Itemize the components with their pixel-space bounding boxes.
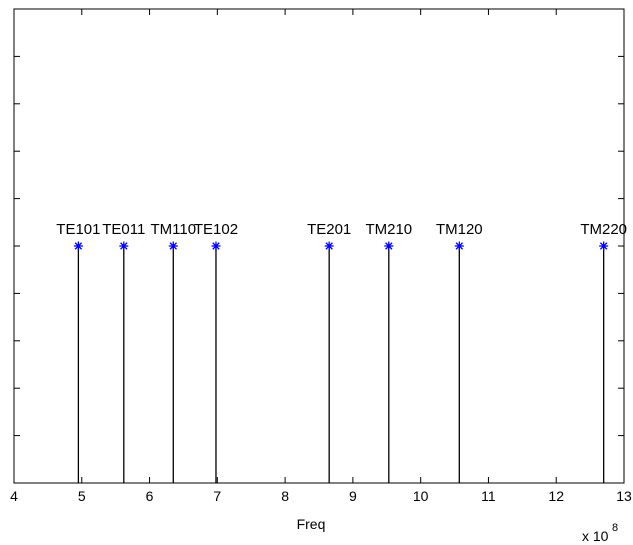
- marker-tm210: [384, 241, 394, 251]
- marker-te102: [211, 241, 221, 251]
- x-tick-label-6: 6: [146, 488, 154, 504]
- x-tick-label-8: 8: [281, 488, 289, 504]
- markers: [73, 241, 609, 251]
- x-axis-label: Freq: [297, 516, 326, 532]
- marker-tm220: [599, 241, 609, 251]
- x-tick-label-9: 9: [349, 488, 357, 504]
- x-axis-ticks: [13, 9, 625, 483]
- x-tick-label-4: 4: [10, 488, 18, 504]
- x-tick-label-11: 11: [481, 488, 496, 504]
- mode-label-te011: TE011: [102, 221, 145, 238]
- x-axis-tick-labels: 4 5 6 7 8 9 10 11 12 13: [10, 488, 632, 504]
- mode-label-tm110: TM110: [150, 221, 196, 238]
- mode-label-te201: TE201: [307, 221, 351, 238]
- mode-label-tm120: TM120: [436, 221, 483, 238]
- marker-tm110: [168, 241, 178, 251]
- x-tick-label-13: 13: [616, 488, 632, 504]
- mode-label-tm210: TM210: [365, 221, 412, 238]
- marker-te201: [324, 241, 334, 251]
- marker-te101: [73, 241, 83, 251]
- x-axis-multiplier-base: x 10: [582, 528, 609, 544]
- x-tick-label-10: 10: [413, 488, 429, 504]
- mode-label-te101: TE101: [56, 221, 100, 238]
- x-tick-label-7: 7: [213, 488, 221, 504]
- x-tick-label-5: 5: [78, 488, 86, 504]
- mode-label-te102: TE102: [194, 221, 238, 238]
- stems: [77, 246, 605, 483]
- marker-te011: [119, 241, 129, 251]
- marker-tm120: [454, 241, 464, 251]
- y-axis-ticks: [14, 8, 624, 484]
- x-axis-multiplier-exponent: 8: [612, 522, 618, 534]
- axes-box: [13, 8, 625, 484]
- x-axis-multiplier: x 10 8: [582, 522, 618, 544]
- x-tick-label-12: 12: [548, 488, 564, 504]
- mode-label-tm220: TM220: [580, 221, 627, 238]
